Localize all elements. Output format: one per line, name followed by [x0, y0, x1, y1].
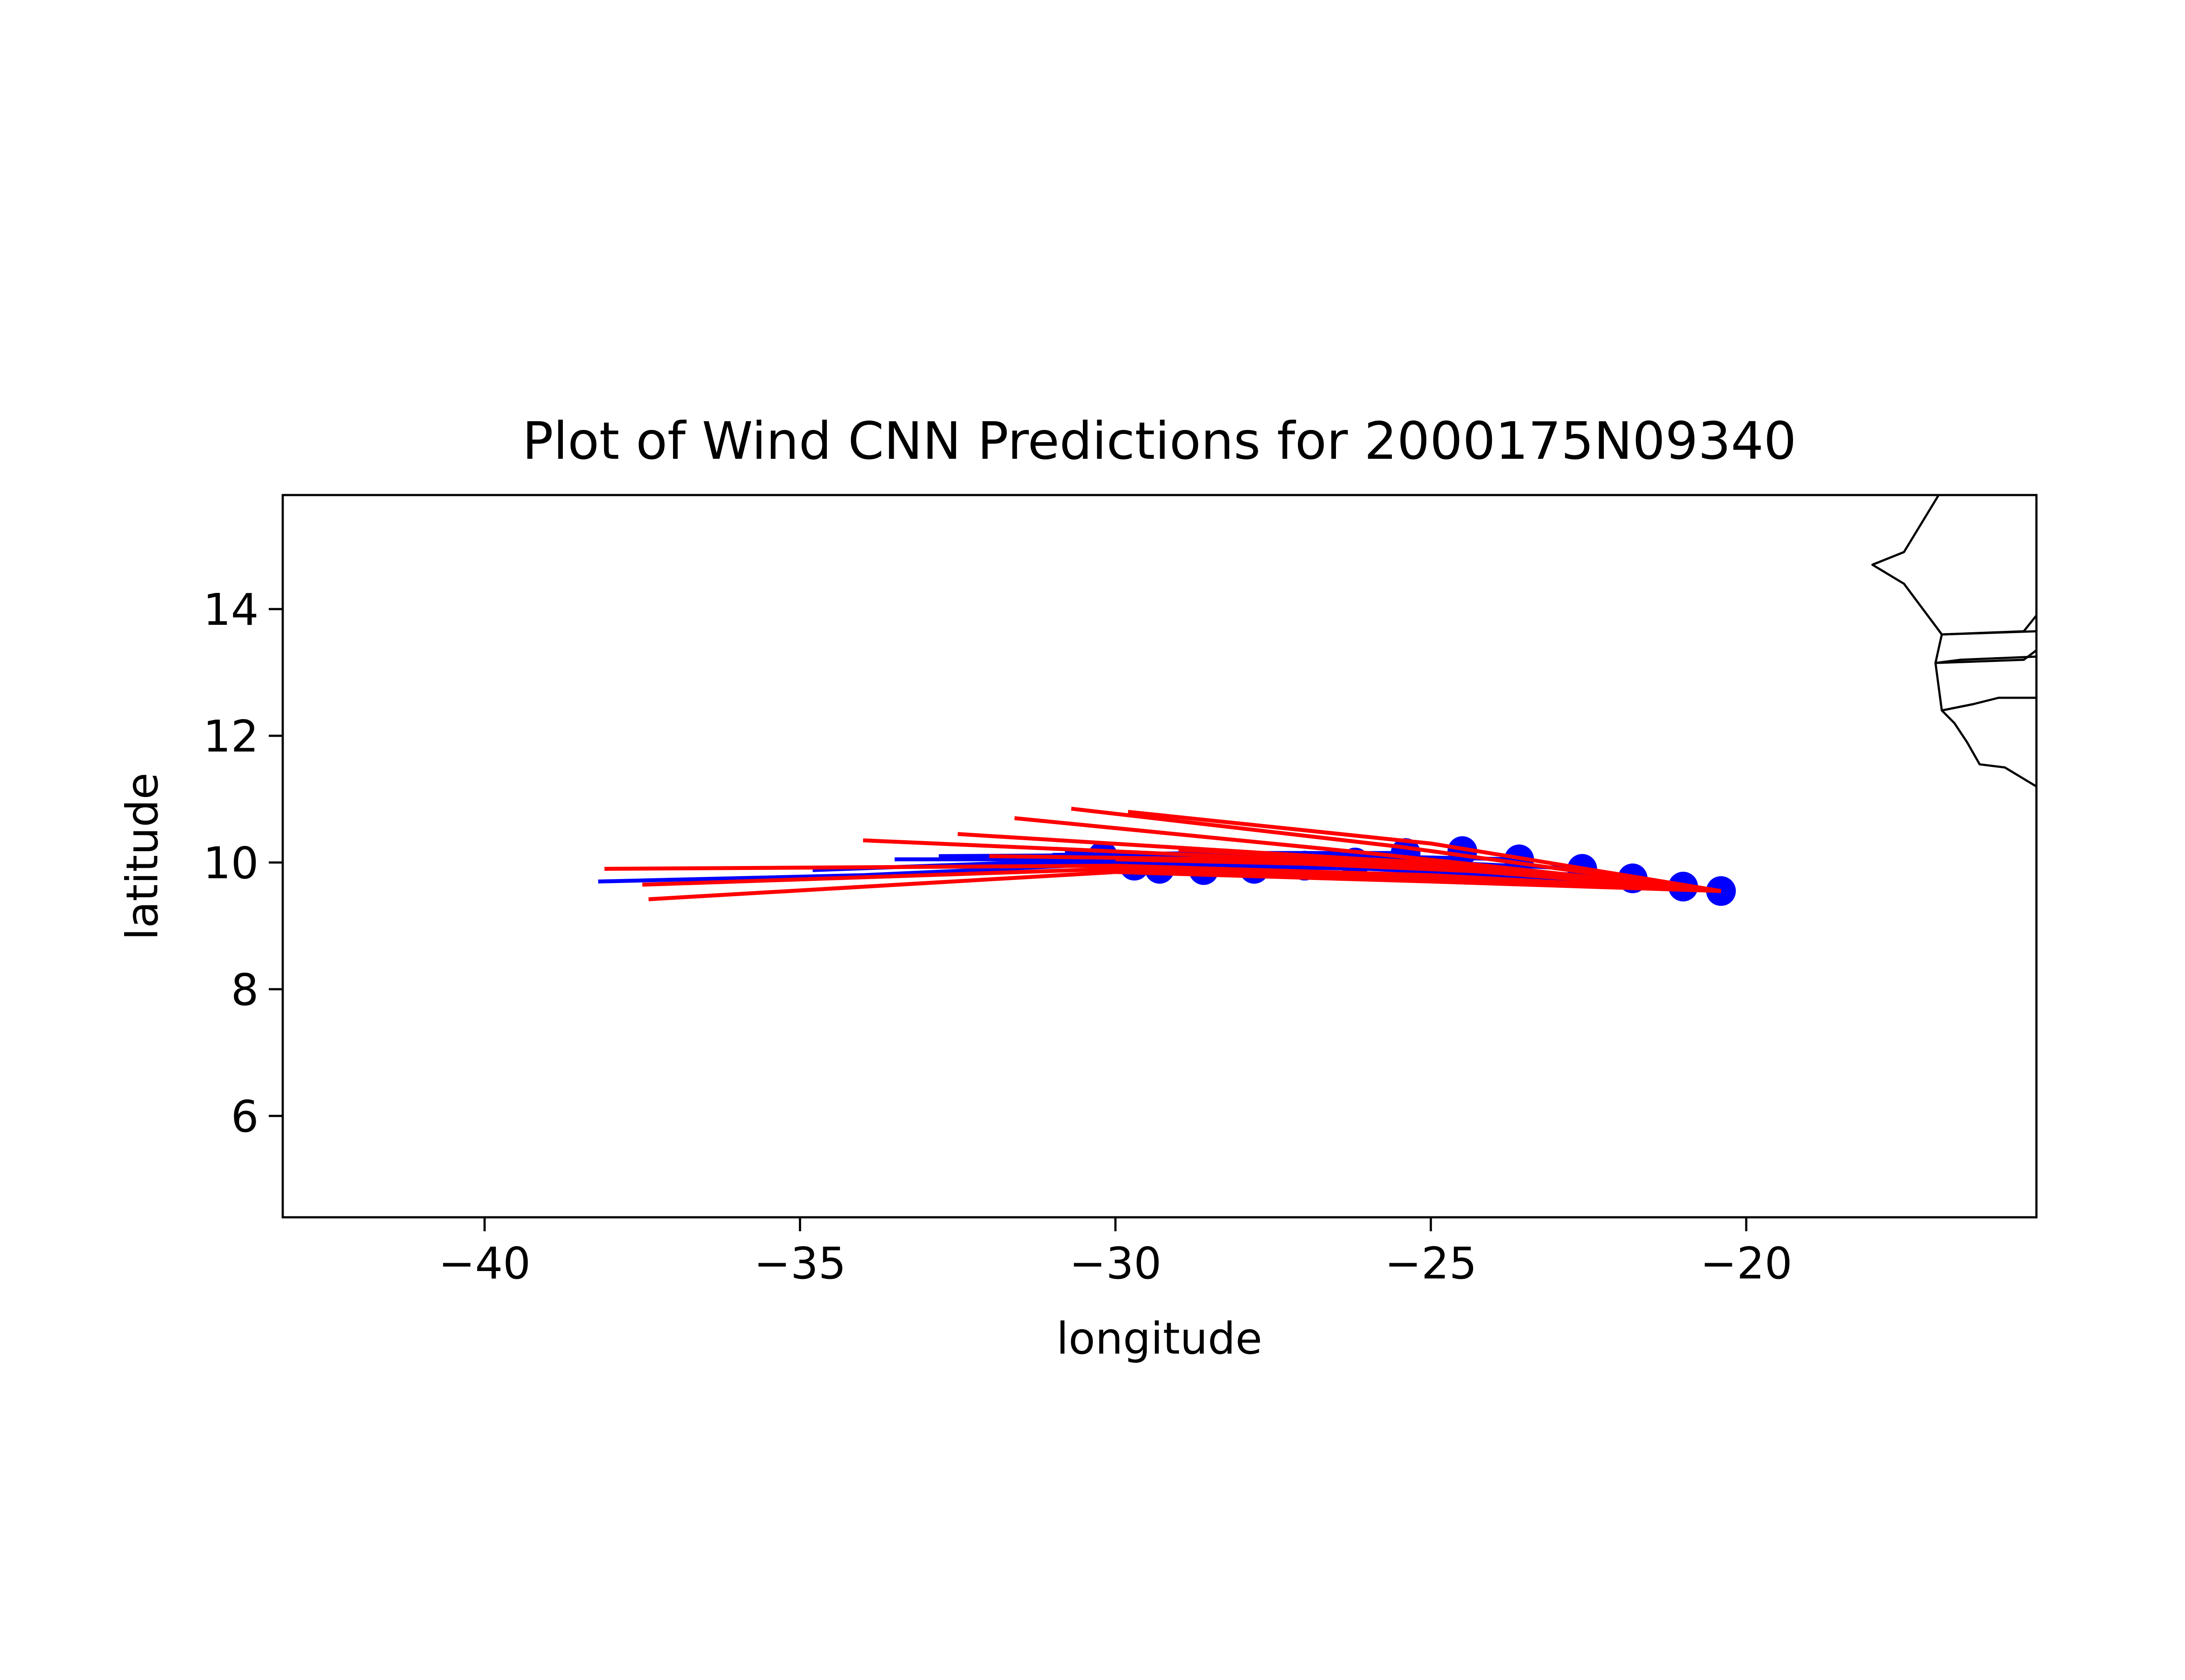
x-tick-label: −40	[438, 1238, 531, 1289]
predicted-track-line	[1178, 848, 1721, 893]
chart-title: Plot of Wind CNN Predictions for 2000175…	[522, 411, 1797, 471]
x-tick-label: −20	[1700, 1238, 1792, 1289]
coastline-segment	[1935, 649, 2036, 664]
y-tick-label: 12	[203, 711, 259, 762]
x-tick-label: −35	[754, 1238, 846, 1289]
predicted-track-line	[1071, 807, 1721, 893]
y-tick-label: 6	[231, 1091, 259, 1142]
predicted-track-line	[1127, 810, 1721, 893]
x-tick-label: −25	[1385, 1238, 1477, 1289]
coastline-segment	[1934, 634, 2036, 664]
y-axis-label: latitude	[117, 772, 168, 940]
y-tick-label: 8	[231, 964, 259, 1015]
axes-frame	[281, 494, 2038, 1219]
coastline-segment	[1941, 710, 2036, 788]
plot-area	[598, 495, 2036, 906]
coastline-segment	[1934, 662, 2036, 712]
x-tick-label: −30	[1069, 1238, 1162, 1289]
y-tick-label: 14	[203, 584, 259, 635]
predicted-track-line	[648, 870, 1721, 901]
y-tick-label: 10	[203, 838, 259, 889]
axis-ticks: −40 −35 −30 −25 −20 6 8 10 12 14	[203, 584, 1793, 1289]
observed-point	[1447, 836, 1477, 866]
coastline-segment	[1942, 614, 2036, 636]
x-axis-label: longitude	[1056, 1313, 1262, 1364]
